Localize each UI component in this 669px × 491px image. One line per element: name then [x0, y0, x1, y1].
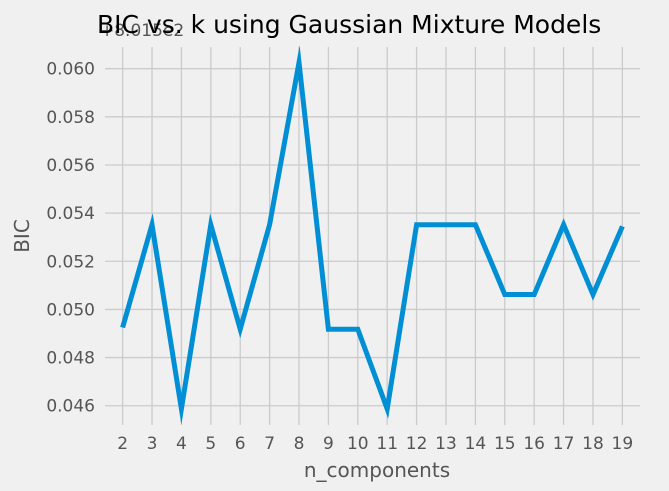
x-tick-label: 9 [323, 434, 334, 454]
x-tick-label: 5 [205, 434, 216, 454]
x-tick-label: 11 [376, 434, 398, 454]
x-axis-label: n_components [304, 458, 450, 482]
series-layer [120, 45, 625, 425]
x-tick-labels: 2 3 4 5 6 7 8 9 10 11 12 13 14 15 16 17 18 19 [117, 434, 633, 454]
x-tick-label: 8 [294, 434, 305, 454]
x-tick-label: 3 [147, 434, 158, 454]
x-tick-label: 10 [347, 434, 369, 454]
y-tick-labels: 0.046 0.048 0.050 0.052 0.054 0.056 0.058 0.060 [46, 60, 95, 417]
x-tick-label: 6 [235, 434, 246, 454]
grid [105, 47, 640, 425]
x-tick-label: 15 [494, 434, 516, 454]
y-tick-label: 0.058 [46, 108, 95, 128]
y-tick-label: 0.050 [46, 300, 95, 320]
x-tick-label: 18 [582, 434, 604, 454]
x-tick-label: 2 [117, 434, 128, 454]
x-tick-label: 16 [523, 434, 545, 454]
x-tick-label: 14 [465, 434, 487, 454]
x-tick-label: 19 [612, 434, 634, 454]
x-tick-label: 12 [406, 434, 428, 454]
y-offset-text: +8.015e2 [100, 21, 184, 41]
x-tick-label: 4 [176, 434, 187, 454]
y-tick-label: 0.052 [46, 252, 95, 272]
y-tick-label: 0.056 [46, 156, 95, 176]
x-tick-label: 7 [264, 434, 275, 454]
x-tick-label: 13 [435, 434, 457, 454]
chart-title: BIC vs. k using Gaussian Mixture Models [97, 10, 601, 39]
y-tick-label: 0.046 [46, 397, 95, 417]
x-tick-label: 17 [553, 434, 575, 454]
y-tick-label: 0.048 [46, 349, 95, 369]
y-axis-label: BIC [10, 219, 34, 253]
y-tick-label: 0.054 [46, 204, 95, 224]
series-line [120, 45, 625, 425]
y-tick-label: 0.060 [46, 60, 95, 80]
